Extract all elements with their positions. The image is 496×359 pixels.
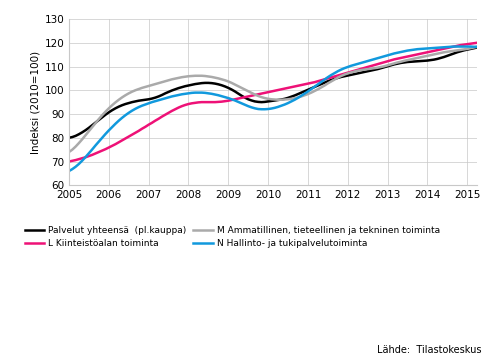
N Hallinto- ja tukipalvelutoiminta [66, 169, 72, 173]
Palvelut yhteensä  (pl.kauppa) [421, 59, 427, 63]
Line: Palvelut yhteensä  (pl.kauppa): Palvelut yhteensä (pl.kauppa) [69, 40, 496, 138]
M Ammatillinen, tieteellinen ja tekninen toiminta [258, 95, 264, 99]
N Hallinto- ja tukipalvelutoiminta [451, 45, 457, 49]
L Kiinteistöalan toiminta [66, 159, 72, 164]
Legend: Palvelut yhteensä  (pl.kauppa), L Kiinteistöalan toiminta, M Ammatillinen, tiete: Palvelut yhteensä (pl.kauppa), L Kiintei… [24, 227, 440, 248]
M Ammatillinen, tieteellinen ja tekninen toiminta [421, 54, 427, 59]
M Ammatillinen, tieteellinen ja tekninen toiminta [372, 66, 377, 70]
M Ammatillinen, tieteellinen ja tekninen toiminta [278, 98, 284, 102]
L Kiinteistöalan toiminta [195, 100, 201, 104]
Palvelut yhteensä  (pl.kauppa) [195, 81, 201, 86]
N Hallinto- ja tukipalvelutoiminta [258, 107, 264, 111]
N Hallinto- ja tukipalvelutoiminta [195, 90, 201, 95]
Palvelut yhteensä  (pl.kauppa) [481, 44, 487, 48]
Line: L Kiinteistöalan toiminta: L Kiinteistöalan toiminta [69, 39, 496, 162]
L Kiinteistöalan toiminta [481, 39, 487, 44]
Y-axis label: Indeksi (2010=100): Indeksi (2010=100) [30, 51, 40, 154]
M Ammatillinen, tieteellinen ja tekninen toiminta [195, 74, 201, 78]
M Ammatillinen, tieteellinen ja tekninen toiminta [481, 43, 487, 47]
Palvelut yhteensä  (pl.kauppa) [66, 136, 72, 140]
N Hallinto- ja tukipalvelutoiminta [484, 45, 490, 49]
Palvelut yhteensä  (pl.kauppa) [372, 68, 377, 72]
N Hallinto- ja tukipalvelutoiminta [278, 103, 284, 108]
Palvelut yhteensä  (pl.kauppa) [278, 97, 284, 102]
M Ammatillinen, tieteellinen ja tekninen toiminta [66, 150, 72, 154]
Text: Lähde:  Tilastokeskus: Lähde: Tilastokeskus [376, 345, 481, 355]
L Kiinteistöalan toiminta [372, 63, 377, 67]
L Kiinteistöalan toiminta [278, 87, 284, 92]
Line: N Hallinto- ja tukipalvelutoiminta: N Hallinto- ja tukipalvelutoiminta [69, 47, 496, 171]
L Kiinteistöalan toiminta [258, 92, 264, 96]
N Hallinto- ja tukipalvelutoiminta [372, 57, 377, 61]
Line: M Ammatillinen, tieteellinen ja tekninen toiminta: M Ammatillinen, tieteellinen ja tekninen… [69, 40, 496, 152]
Palvelut yhteensä  (pl.kauppa) [258, 100, 264, 104]
L Kiinteistöalan toiminta [421, 51, 427, 55]
N Hallinto- ja tukipalvelutoiminta [421, 47, 427, 51]
